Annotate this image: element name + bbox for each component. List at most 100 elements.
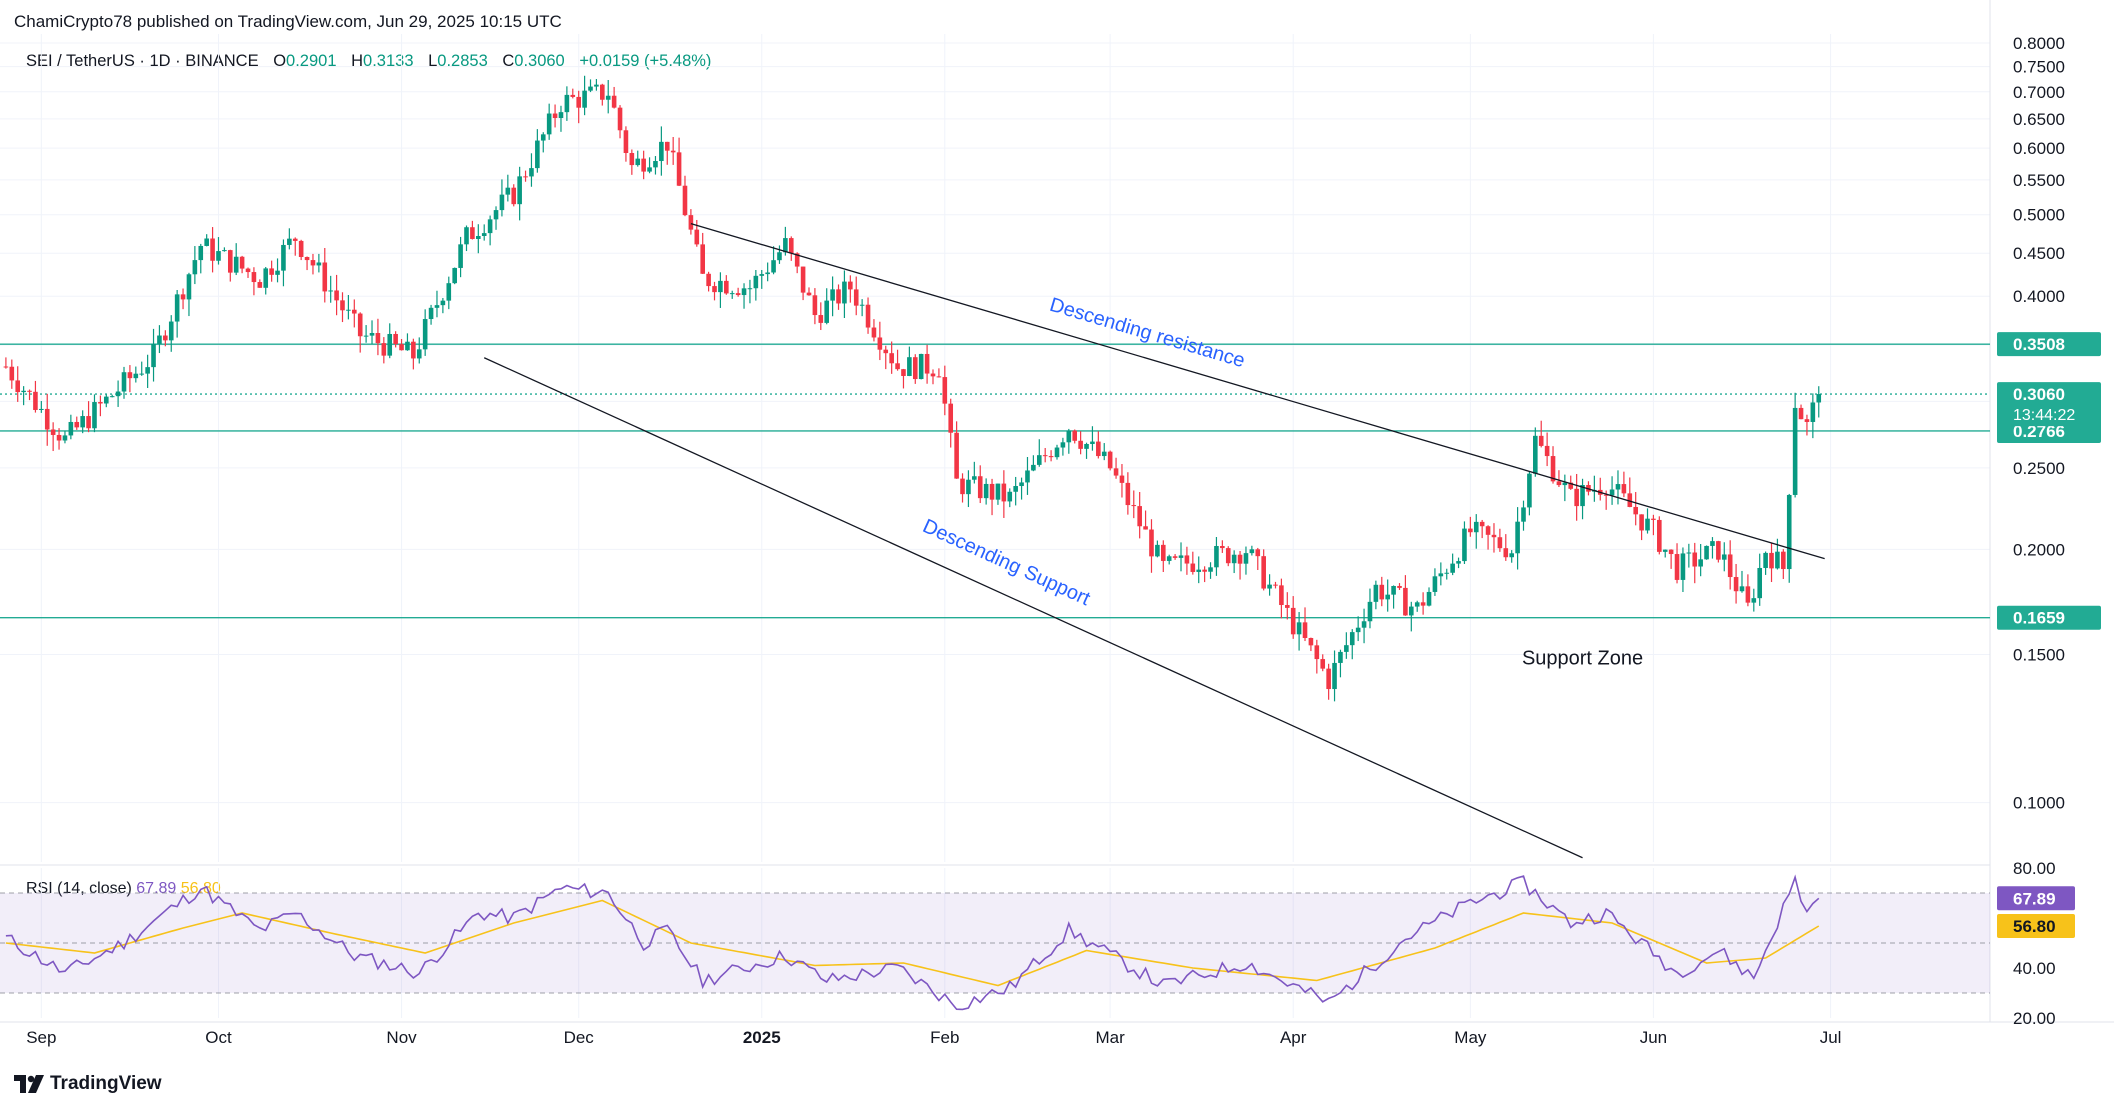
candle-body bbox=[1373, 584, 1379, 602]
time-tick-label: May bbox=[1454, 1028, 1487, 1047]
symbol-info[interactable]: SEI / TetherUS · 1D · BINANCE bbox=[26, 52, 259, 70]
candle-body bbox=[1137, 506, 1142, 527]
candle-body bbox=[1692, 552, 1698, 567]
candle-body bbox=[907, 357, 912, 376]
candle-body bbox=[340, 300, 345, 311]
candle-body bbox=[1007, 491, 1013, 502]
candle-body bbox=[186, 274, 192, 300]
candle-body bbox=[1603, 494, 1609, 496]
candle-body bbox=[605, 95, 611, 100]
candle-body bbox=[1414, 602, 1420, 607]
rsi-badge-label: 56.80 bbox=[2013, 917, 2056, 936]
candle-body bbox=[1267, 584, 1272, 589]
price-tick-label: 0.6500 bbox=[2013, 110, 2065, 129]
candle-body bbox=[853, 289, 859, 306]
price-tick-label: 0.5000 bbox=[2013, 206, 2065, 225]
price-badge-label: 0.3060 bbox=[2013, 385, 2065, 404]
candle-body bbox=[387, 333, 393, 356]
candle-body bbox=[623, 130, 629, 154]
rsi-label[interactable]: RSI (14, close) bbox=[26, 880, 132, 897]
candle-body bbox=[1716, 541, 1721, 560]
candle-body bbox=[98, 402, 103, 404]
candle-body bbox=[381, 343, 387, 356]
candle-body bbox=[1409, 606, 1414, 616]
candle-body bbox=[452, 267, 457, 284]
price-badge[interactable] bbox=[1997, 605, 2101, 630]
candle-body bbox=[759, 274, 765, 276]
candle-body bbox=[328, 290, 333, 292]
candle-body bbox=[109, 396, 115, 398]
candle-body bbox=[1562, 482, 1568, 486]
candle-body bbox=[948, 403, 954, 433]
candle-body bbox=[883, 349, 889, 354]
candle-body bbox=[564, 94, 570, 113]
rsi-tick-label: 20.00 bbox=[2013, 1009, 2056, 1028]
candle-body bbox=[552, 113, 558, 118]
rsi-badge[interactable] bbox=[1997, 886, 2075, 911]
candle-body bbox=[399, 344, 404, 351]
candle-body bbox=[1308, 637, 1314, 646]
candle-body bbox=[357, 313, 363, 337]
candle-body bbox=[1651, 518, 1656, 520]
candle-body bbox=[1338, 651, 1343, 663]
bar-countdown-label: 13:44:22 bbox=[2013, 407, 2075, 424]
candle-body bbox=[1060, 442, 1066, 448]
candle-body bbox=[151, 343, 156, 368]
candle-body bbox=[1178, 555, 1184, 558]
candle-body bbox=[1757, 567, 1763, 599]
candle-body bbox=[972, 476, 977, 480]
candle-body bbox=[1580, 485, 1585, 507]
candle-body bbox=[1208, 567, 1213, 572]
rsi-badge[interactable] bbox=[1997, 914, 2075, 938]
candle-body bbox=[33, 391, 38, 410]
trendline[interactable] bbox=[690, 222, 1825, 560]
candle-body bbox=[712, 286, 717, 293]
price-badge-label: 0.3508 bbox=[2013, 335, 2065, 354]
candle-body bbox=[428, 307, 434, 320]
candle-body bbox=[1798, 407, 1804, 420]
price-badge[interactable] bbox=[1997, 382, 2101, 427]
trendline[interactable] bbox=[483, 357, 1583, 859]
candle-body bbox=[1190, 563, 1196, 572]
candle-body bbox=[464, 227, 469, 245]
candle-body bbox=[960, 478, 965, 495]
candle-body bbox=[1013, 486, 1018, 492]
tradingview-logo[interactable]: TradingView bbox=[14, 1073, 162, 1095]
candle-body bbox=[257, 282, 263, 288]
candle-body bbox=[824, 300, 830, 323]
price-badge[interactable] bbox=[1997, 332, 2101, 357]
candle-body bbox=[1550, 456, 1556, 482]
candle-body bbox=[198, 245, 204, 261]
price-tick-label: 0.4000 bbox=[2013, 287, 2065, 306]
candle-body bbox=[56, 434, 62, 441]
candle-body bbox=[39, 408, 44, 410]
candle-body bbox=[1473, 521, 1479, 533]
candle-body bbox=[1090, 441, 1095, 444]
candle-body bbox=[115, 391, 121, 397]
candle-body bbox=[1479, 521, 1485, 527]
candle-body bbox=[700, 244, 706, 274]
candle-body bbox=[505, 187, 511, 195]
candle-body bbox=[1468, 528, 1473, 533]
price-tick-label: 0.1500 bbox=[2013, 646, 2065, 665]
candle-body bbox=[1225, 548, 1231, 564]
price-tick-label: 0.4500 bbox=[2013, 244, 2065, 263]
candle-body bbox=[1674, 554, 1680, 580]
candle-body bbox=[68, 421, 74, 436]
candle-body bbox=[735, 293, 741, 296]
candle-body bbox=[310, 260, 316, 266]
candle-body bbox=[942, 377, 948, 404]
candle-body bbox=[783, 238, 788, 253]
candle-body bbox=[334, 290, 339, 301]
candle-body bbox=[316, 262, 322, 266]
candle-body bbox=[1036, 455, 1042, 465]
candle-body bbox=[1450, 563, 1455, 573]
time-tick-label: Sep bbox=[26, 1028, 56, 1047]
candle-body bbox=[245, 268, 251, 273]
candle-body bbox=[239, 256, 245, 269]
candle-body bbox=[771, 260, 776, 273]
candle-body bbox=[168, 321, 174, 341]
candle-body bbox=[1745, 586, 1751, 603]
candle-body bbox=[405, 341, 410, 351]
